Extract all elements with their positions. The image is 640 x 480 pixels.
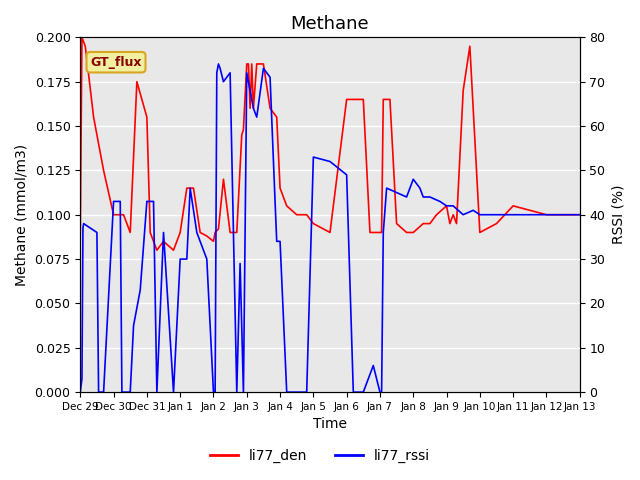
li77_den [246, 106, 254, 111]
X-axis label: Time: Time [313, 418, 347, 432]
li77_rssi [210, 389, 218, 395]
li77_rssi [271, 199, 279, 204]
Y-axis label: RSSI (%): RSSI (%) [611, 185, 625, 244]
li77_rssi [150, 199, 157, 204]
li77_den [120, 212, 127, 217]
li77_den [576, 212, 584, 217]
Y-axis label: Methane (mmol/m3): Methane (mmol/m3) [15, 144, 29, 286]
li77_den [253, 61, 260, 67]
li77_rssi [214, 61, 222, 67]
Text: GT_flux: GT_flux [90, 56, 142, 69]
li77_den [78, 35, 86, 40]
Line: li77_rssi: li77_rssi [80, 64, 580, 392]
li77_rssi [76, 389, 84, 395]
Legend: li77_den, li77_rssi: li77_den, li77_rssi [204, 443, 436, 468]
li77_den [476, 229, 484, 235]
li77_den [410, 229, 417, 235]
li77_rssi [576, 212, 584, 217]
li77_rssi [460, 212, 467, 217]
li77_den [143, 114, 150, 120]
Title: Methane: Methane [291, 15, 369, 33]
li77_rssi [153, 389, 161, 395]
Line: li77_den: li77_den [80, 37, 580, 250]
li77_rssi [266, 74, 274, 80]
li77_den [153, 247, 161, 253]
li77_den [76, 229, 84, 235]
